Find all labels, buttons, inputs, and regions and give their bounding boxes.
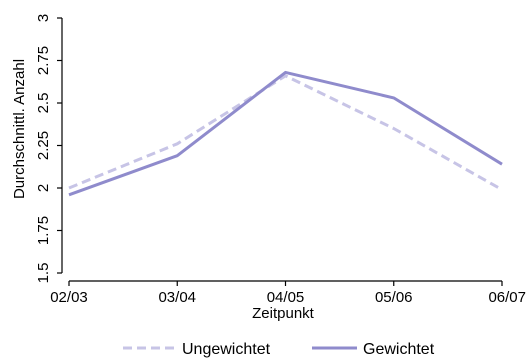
- x-tick-label: 05/06: [375, 289, 413, 306]
- y-tick-label: 1.5: [35, 263, 52, 284]
- y-axis-title: Durchschnittl. Anzahl: [11, 59, 28, 199]
- series-line-1: [68, 74, 503, 192]
- legend-label-2: Gewichtet: [363, 341, 435, 358]
- y-tick-label: 2.25: [35, 131, 52, 160]
- y-tick-label: 2: [35, 184, 52, 192]
- y-tick-label: 2.75: [35, 46, 52, 75]
- y-tick-label: 1.75: [35, 216, 52, 245]
- y-tick-label: 3: [35, 14, 52, 22]
- series-layer: [68, 70, 503, 197]
- legend-label-1: Ungewichtet: [182, 341, 271, 358]
- x-tick-label: 06/07: [488, 289, 526, 306]
- y-tick-label: 2.5: [35, 93, 52, 114]
- x-tick-label: 02/03: [50, 289, 88, 306]
- legend: Ungewichtet Gewichtet: [123, 341, 435, 358]
- series-line-2: [68, 70, 503, 197]
- axes: 1.5 1.75 2 2.25 2.5 2.75 3 02/03 03/04 04/05 05/06…: [35, 14, 526, 306]
- x-axis-title: Zeitpunkt: [252, 305, 315, 322]
- x-tick-label: 04/05: [267, 289, 305, 306]
- x-tick-label: 03/04: [158, 289, 196, 306]
